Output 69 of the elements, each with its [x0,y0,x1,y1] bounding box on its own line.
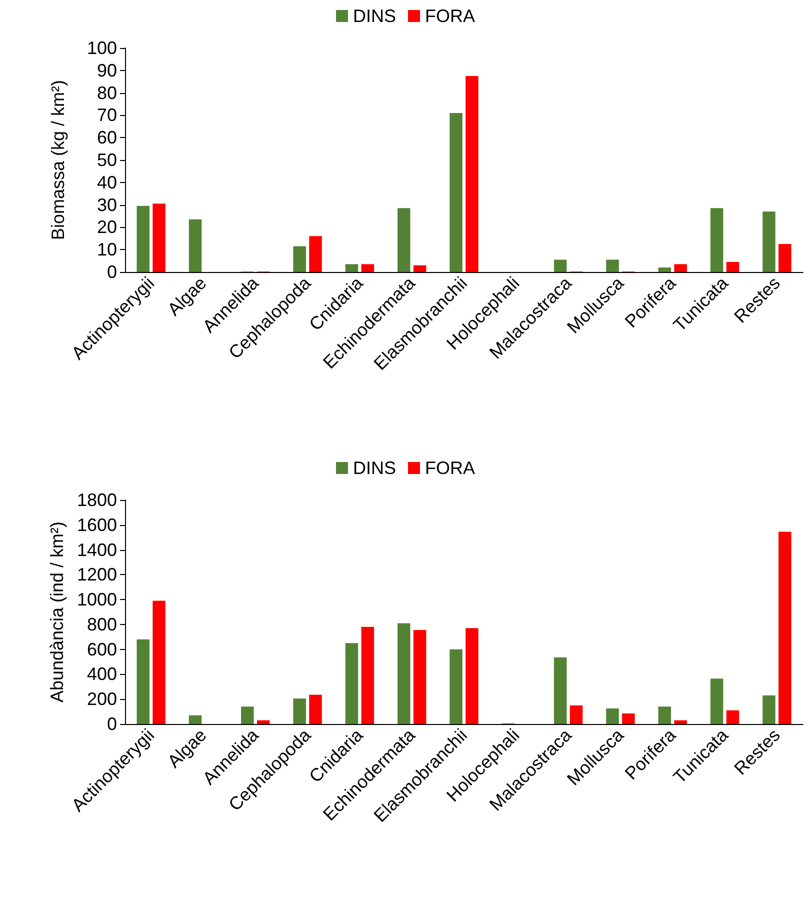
bar [554,260,567,272]
bar [188,715,202,724]
bar [398,623,410,724]
bar [241,706,254,724]
bar [450,649,462,724]
y-tick-label: 30 [96,194,117,215]
bar [658,706,672,724]
y-tick-label: 800 [86,614,117,634]
y-tick-label: 90 [96,60,117,80]
bar [136,206,150,272]
bar [256,720,270,724]
bar [606,260,619,272]
bar [466,628,478,724]
bar [152,204,166,272]
bar [762,212,776,272]
y-tick-label: 1800 [76,490,117,510]
bar [606,708,619,724]
y-tick-label: 0 [106,262,117,282]
legend-label: FORA [425,458,476,478]
y-axis-title: Abundància (ind / km²) [47,521,68,703]
bar [570,705,583,724]
y-tick-label: 0 [106,714,117,734]
bar [710,678,724,724]
bar [554,657,567,724]
bar [778,244,792,272]
bar [778,532,792,724]
y-tick-label: 1600 [76,514,117,535]
y-axis-title: Biomassa (kg / km²) [48,80,68,240]
legend-label: FORA [425,6,476,26]
y-tick-label: 50 [96,150,117,170]
legend-label: DINS [352,458,396,478]
bar [726,710,740,724]
y-tick-label: 1000 [76,590,117,610]
y-tick-label: 70 [96,105,117,126]
y-tick-label: 60 [96,128,117,148]
legend-label: DINS [352,6,396,26]
y-tick-label: 20 [96,217,117,238]
y-tick-label: 10 [96,240,117,260]
y-tick-label: 80 [96,82,117,103]
bar [710,208,724,272]
bar [450,112,462,272]
bar [345,643,358,724]
bar [309,236,322,272]
bar [413,265,426,272]
bar [188,219,202,272]
y-tick-label: 400 [86,664,117,684]
y-tick-label: 200 [86,689,117,710]
bar [466,76,478,272]
bar [293,698,306,724]
bar [361,626,374,724]
bar [136,639,150,724]
bar [345,264,358,272]
y-tick-label: 40 [96,172,117,192]
bar [726,262,740,272]
y-tick-label: 1400 [76,540,117,560]
bar [658,268,672,272]
bar [398,208,410,272]
bar [674,264,687,272]
bar [674,720,687,724]
bar [762,695,776,724]
y-tick-label: 100 [86,38,117,58]
bar [622,713,635,724]
y-tick-label: 1200 [76,564,117,585]
bar [152,600,166,724]
y-tick-label: 600 [86,639,117,660]
bar [293,246,306,272]
bar [413,630,426,724]
bar [309,694,322,724]
bar [361,264,374,272]
